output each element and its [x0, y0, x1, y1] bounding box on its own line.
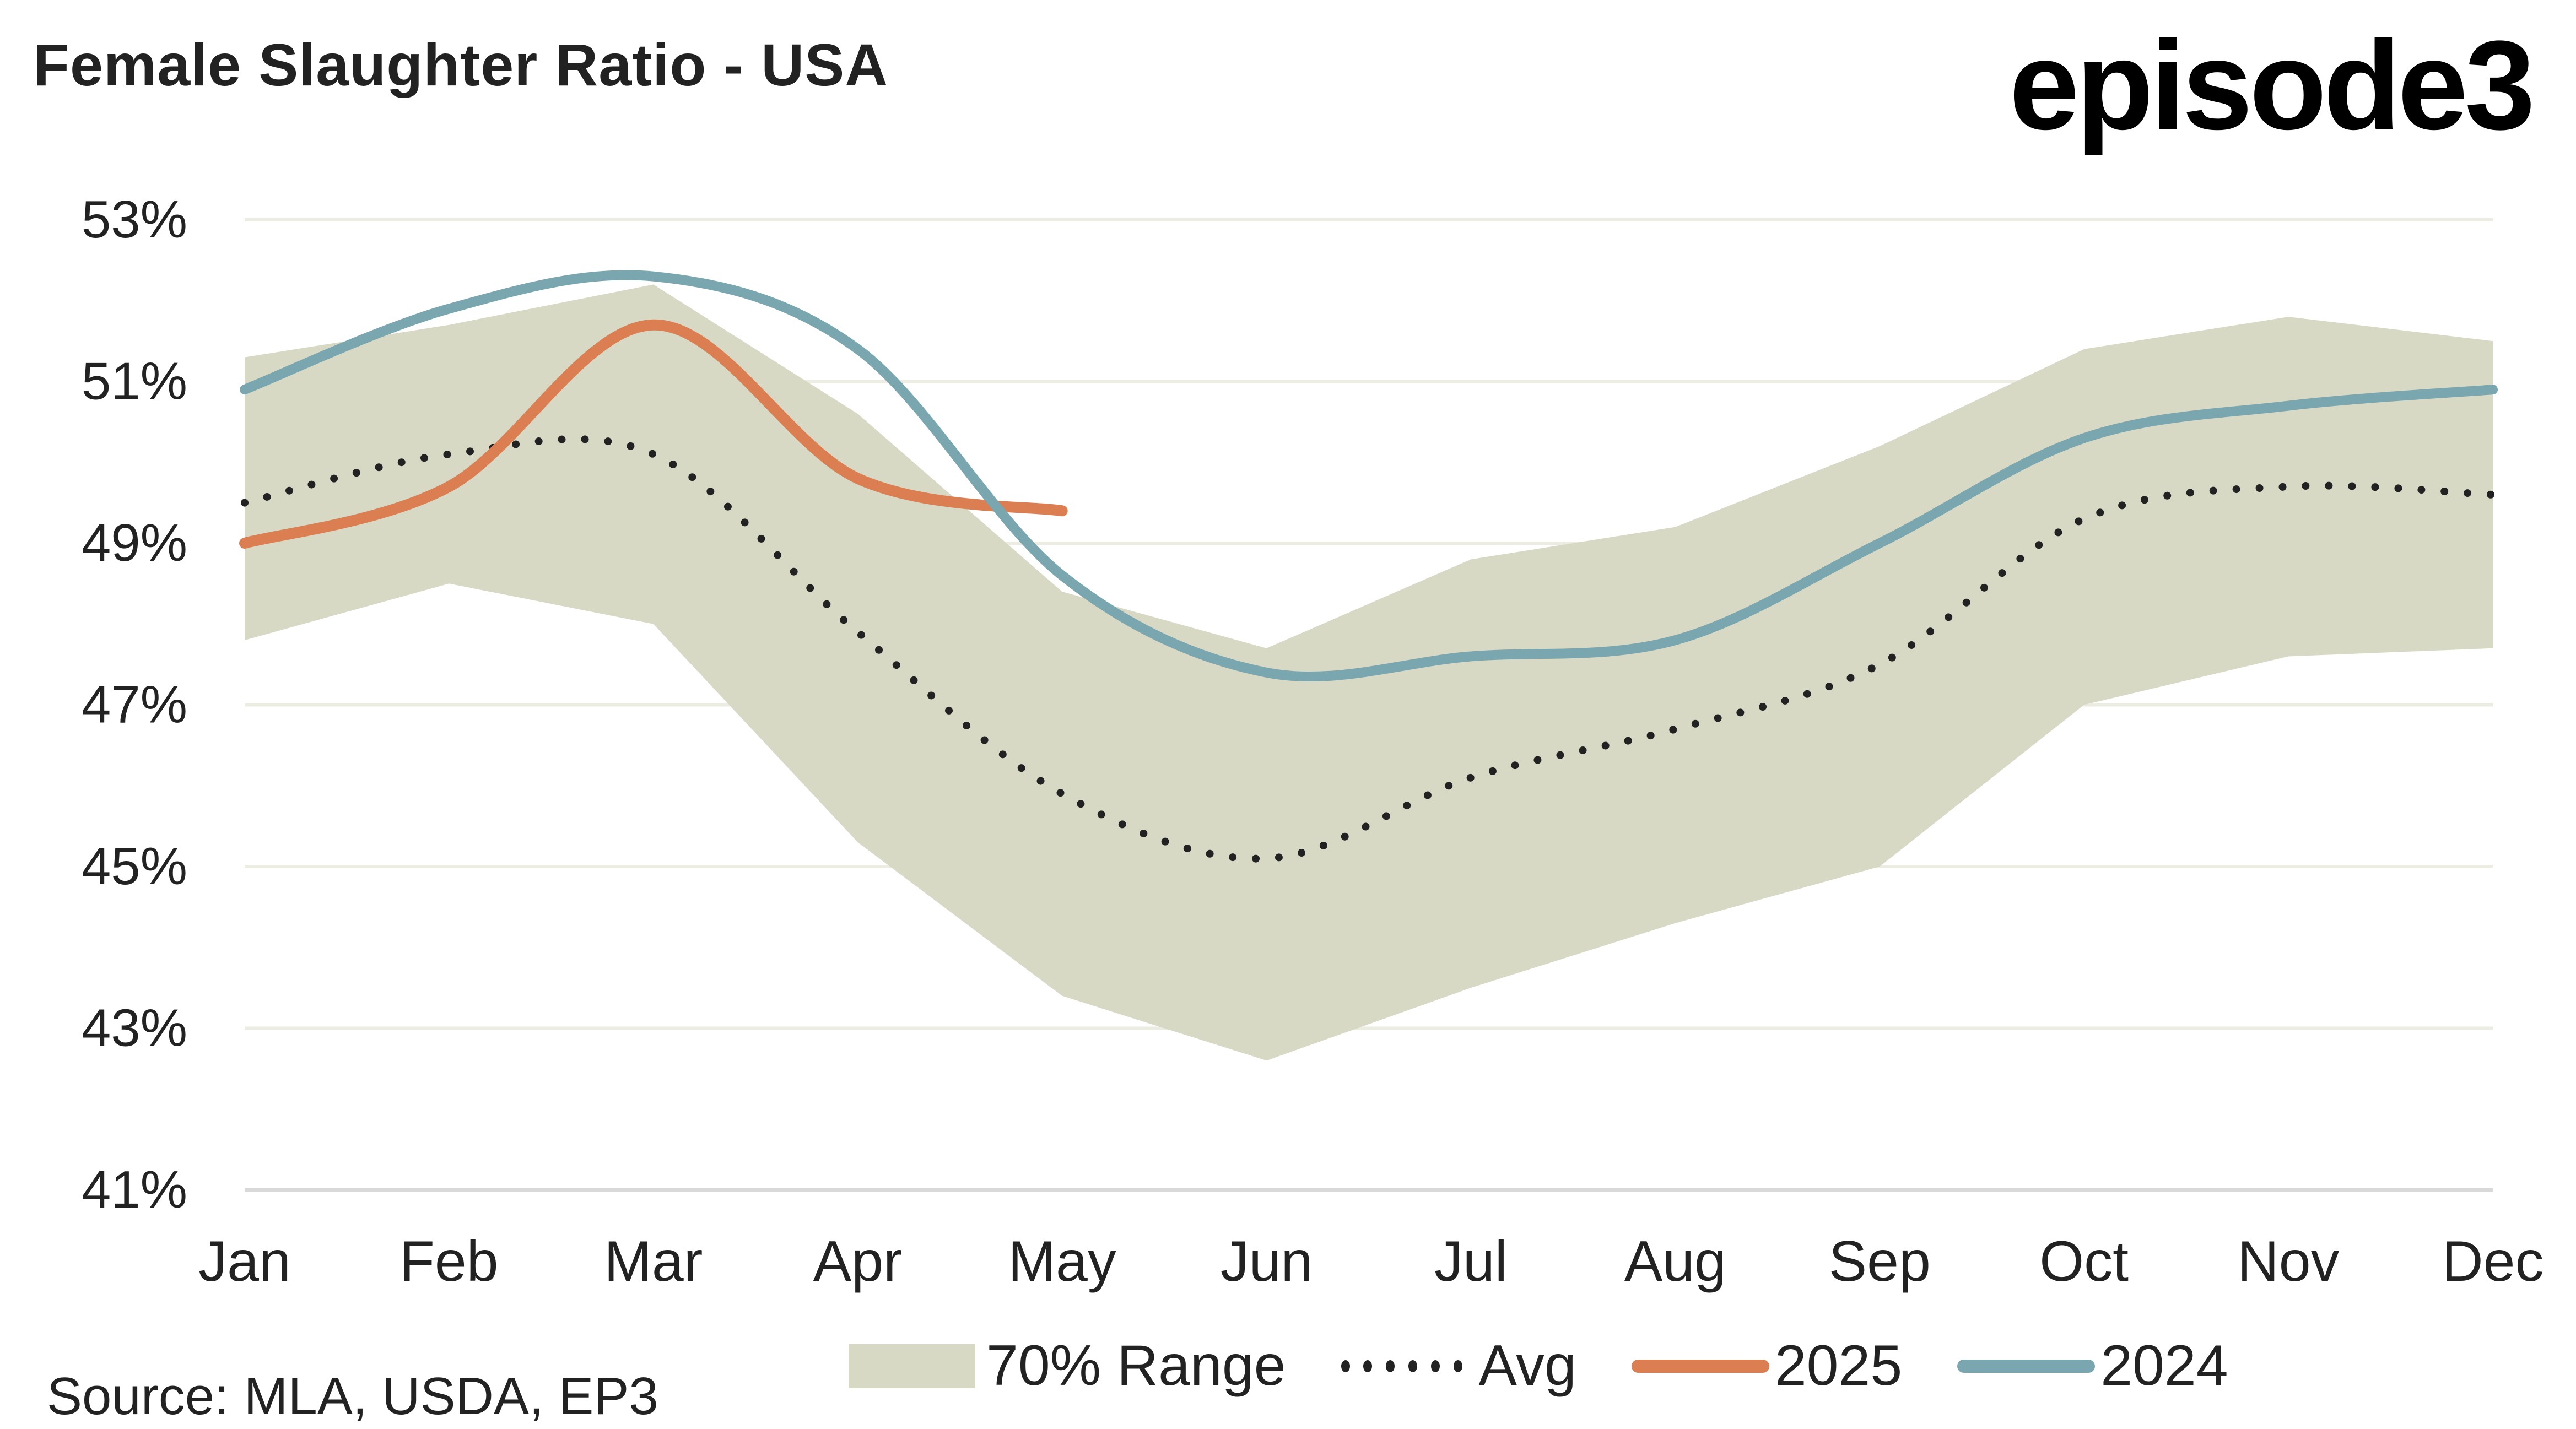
legend-label-avg: Avg [1478, 1334, 1576, 1398]
y-tick-label: 43% [82, 999, 187, 1058]
x-tick-label: Mar [604, 1230, 703, 1293]
x-tick-label: Apr [813, 1230, 903, 1293]
series-avg [241, 435, 2497, 863]
episode3-logo: episode3 [2008, 14, 2535, 156]
y-tick-label: 47% [82, 675, 187, 734]
legend-item-range: 70% Range [849, 1333, 1286, 1399]
legend-label-2024: 2024 [2100, 1334, 2228, 1398]
legend-label-2025: 2025 [1774, 1334, 1903, 1398]
chart-title: Female Slaughter Ratio - USA [33, 31, 889, 98]
legend-swatch-2024 [1957, 1359, 2096, 1373]
x-tick-label: Feb [399, 1230, 498, 1293]
y-tick-label: 41% [82, 1160, 187, 1219]
x-tick-label: Sep [1829, 1230, 1931, 1293]
legend: 70% Range Avg 2025 2024 [849, 1333, 2283, 1399]
legend-item-2025: 2025 [1631, 1333, 1903, 1399]
legend-swatch-range [849, 1344, 975, 1388]
y-tick-label: 51% [82, 352, 187, 411]
y-tick-label: 53% [82, 190, 187, 249]
x-tick-label: Nov [2238, 1230, 2340, 1293]
legend-swatch-2025 [1631, 1359, 1769, 1373]
x-tick-label: Jun [1221, 1230, 1313, 1293]
x-tick-label: Jan [198, 1230, 291, 1293]
y-tick-label: 45% [82, 837, 187, 896]
source-note: Source: MLA, USDA, EP3 [47, 1367, 658, 1426]
series-2025 [239, 319, 1068, 549]
legend-swatch-avg [1341, 1360, 1462, 1373]
x-tick-label: Jul [1434, 1230, 1508, 1293]
x-tick-label: May [1008, 1230, 1116, 1293]
y-tick-label: 49% [82, 513, 187, 572]
x-tick-label: Dec [2442, 1230, 2544, 1293]
legend-item-2024: 2024 [1957, 1333, 2228, 1399]
series-2024 [240, 270, 2498, 682]
legend-label-range: 70% Range [986, 1334, 1286, 1398]
legend-item-avg: Avg [1341, 1333, 1576, 1399]
x-tick-label: Aug [1624, 1230, 1726, 1293]
x-tick-label: Oct [2039, 1230, 2129, 1293]
